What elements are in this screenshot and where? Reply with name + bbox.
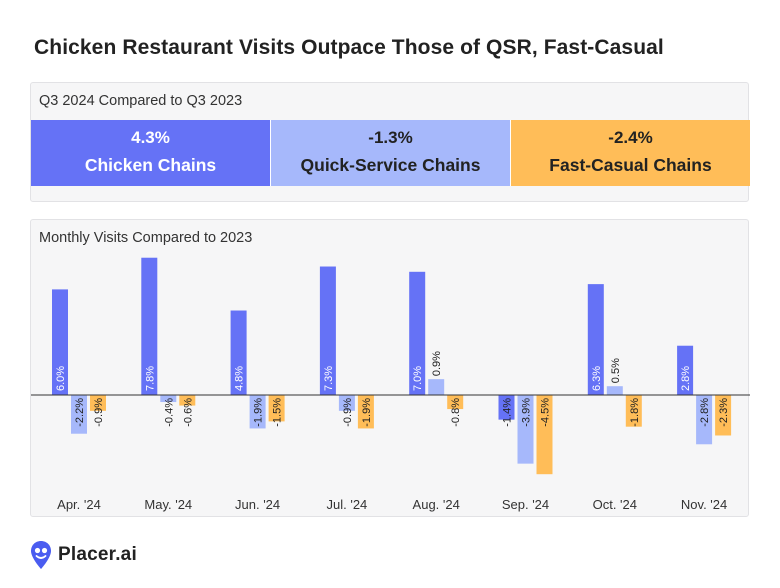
bar-fast-casual-chains-4 bbox=[447, 395, 464, 410]
bar-value-label: 2.8% bbox=[680, 366, 692, 391]
bar-fast-casual-chains-2 bbox=[268, 395, 285, 422]
card-label: Fast-Casual Chains bbox=[549, 155, 712, 175]
monthly-bar-chart: 6.0% -2.2% -0.9% Apr. '24 7.8% -0.4% -0.6% May.… bbox=[31, 257, 750, 512]
bar-chicken-chains-6 bbox=[587, 284, 604, 395]
chart-title: Chicken Restaurant Visits Outpace Those … bbox=[34, 36, 664, 59]
bar-value-label: -3.9% bbox=[521, 398, 533, 427]
bar-fast-casual-chains-7 bbox=[715, 395, 732, 436]
bar-value-label: -0.6% bbox=[182, 398, 194, 427]
bar-quick-service-chains-6 bbox=[606, 386, 623, 395]
bar-fast-casual-chains-3 bbox=[357, 395, 374, 429]
bar-value-label: -0.8% bbox=[450, 398, 462, 427]
bar-chicken-chains-7 bbox=[677, 345, 694, 395]
bar-value-label: -4.5% bbox=[540, 398, 552, 427]
x-tick-label: May. '24 bbox=[144, 497, 192, 512]
bar-value-label: 0.9% bbox=[431, 351, 443, 376]
bar-value-label: -1.8% bbox=[629, 398, 641, 427]
x-tick-label: Jun. '24 bbox=[235, 497, 280, 512]
bar-quick-service-chains-3 bbox=[338, 395, 355, 411]
bar-value-label: -1.9% bbox=[361, 398, 373, 427]
brand-name: Placer.ai bbox=[58, 544, 137, 565]
card-value: -2.4% bbox=[608, 128, 653, 147]
bar-quick-service-chains-5 bbox=[517, 395, 534, 464]
bar-value-label: -2.8% bbox=[699, 398, 711, 427]
monthly-visits-panel: Monthly Visits Compared to 2023 6.0% -2.2… bbox=[30, 219, 750, 517]
bar-chicken-chains-0 bbox=[52, 289, 68, 395]
bar-value-label: 6.0% bbox=[55, 366, 67, 391]
card-value: 4.3% bbox=[131, 128, 170, 147]
bar-quick-service-chains-0 bbox=[71, 395, 87, 434]
bar-value-label: -0.9% bbox=[342, 398, 354, 427]
bar-chicken-chains-5 bbox=[498, 395, 515, 420]
card-fast-casual-chains: -2.4% Fast-Casual Chains bbox=[511, 120, 750, 186]
bar-value-label: -0.4% bbox=[163, 398, 175, 427]
bar-quick-service-chains-4 bbox=[428, 379, 445, 395]
card-label: Quick-Service Chains bbox=[300, 155, 481, 175]
bar-quick-service-chains-7 bbox=[696, 395, 713, 445]
x-tick-label: Jul. '24 bbox=[327, 497, 368, 512]
bar-quick-service-chains-1 bbox=[160, 395, 177, 403]
bar-value-label: -2.2% bbox=[74, 398, 86, 427]
bar-fast-casual-chains-6 bbox=[625, 395, 642, 427]
card-value: -1.3% bbox=[368, 128, 413, 147]
bar-quick-service-chains-2 bbox=[249, 395, 266, 429]
q3-comparison-panel: Q3 2024 Compared to Q3 2023 4.3% Chicken… bbox=[30, 82, 750, 202]
x-tick-label: Apr. '24 bbox=[57, 497, 101, 512]
q3-panel-label: Q3 2024 Compared to Q3 2023 bbox=[39, 93, 243, 109]
bar-value-label: 7.3% bbox=[323, 366, 335, 391]
card-quick-service-chains: -1.3% Quick-Service Chains bbox=[271, 120, 511, 186]
placer-pin-icon bbox=[31, 541, 51, 569]
bar-value-label: -0.9% bbox=[93, 398, 105, 427]
bar-value-label: 7.8% bbox=[144, 366, 156, 391]
bar-value-label: -1.4% bbox=[502, 398, 514, 427]
bar-chicken-chains-2 bbox=[230, 310, 247, 395]
q3-cards: 4.3% Chicken Chains -1.3% Quick-Service … bbox=[31, 120, 750, 186]
monthly-panel-label: Monthly Visits Compared to 2023 bbox=[39, 230, 253, 246]
bar-value-label: 0.5% bbox=[610, 358, 622, 383]
card-label: Chicken Chains bbox=[84, 155, 217, 175]
bar-value-label: -1.5% bbox=[272, 398, 284, 427]
bar-value-label: 7.0% bbox=[412, 366, 424, 391]
x-tick-label: Nov. '24 bbox=[681, 497, 727, 512]
bar-fast-casual-chains-0 bbox=[90, 395, 106, 411]
bar-value-label: -2.3% bbox=[718, 398, 730, 427]
bar-value-label: 4.8% bbox=[234, 366, 246, 391]
bar-chicken-chains-1 bbox=[141, 257, 158, 395]
bar-fast-casual-chains-5 bbox=[536, 395, 553, 475]
x-tick-label: Sep. '24 bbox=[502, 497, 549, 512]
bar-value-label: 6.3% bbox=[591, 366, 603, 391]
footer-brand: Placer.ai bbox=[30, 540, 137, 570]
x-tick-label: Aug. '24 bbox=[413, 497, 460, 512]
bar-chicken-chains-4 bbox=[409, 271, 426, 395]
bar-fast-casual-chains-1 bbox=[179, 395, 196, 406]
card-chicken-chains: 4.3% Chicken Chains bbox=[31, 120, 271, 186]
bar-chicken-chains-3 bbox=[319, 266, 336, 395]
bar-value-label: -1.9% bbox=[253, 398, 265, 427]
x-tick-label: Oct. '24 bbox=[593, 497, 637, 512]
